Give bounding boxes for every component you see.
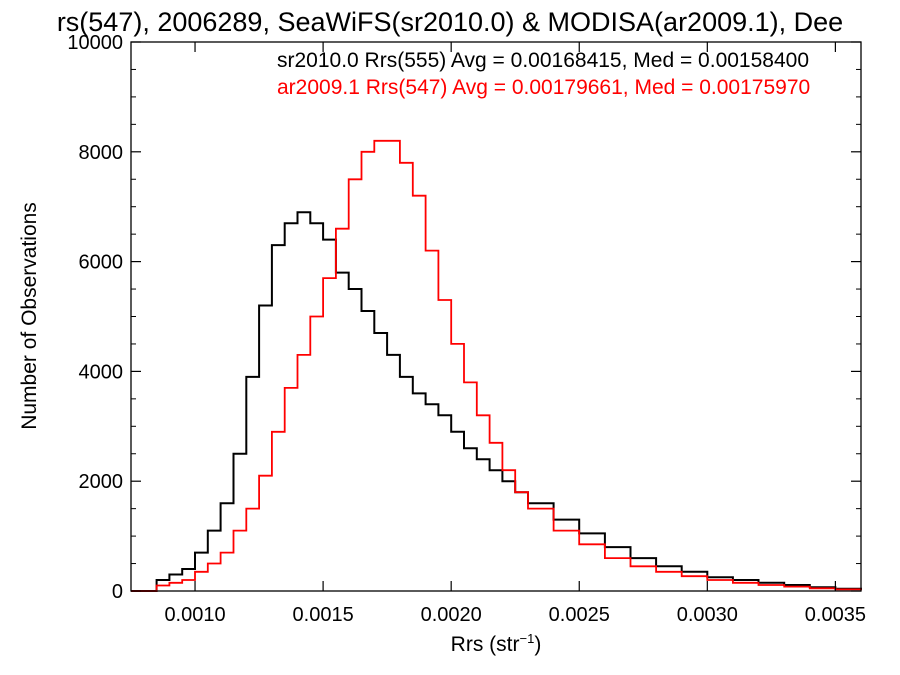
x-tick-label: 0.0030	[677, 604, 738, 626]
legend-entry-sr2010: sr2010.0 Rrs(555) Avg = 0.00168415, Med …	[277, 49, 809, 72]
y-tick-label: 10000	[67, 32, 123, 54]
y-tick-label: 2000	[79, 471, 124, 493]
legend-entry-ar2009: ar2009.1 Rrs(547) Avg = 0.00179661, Med …	[277, 76, 810, 99]
series-layer	[131, 139, 862, 592]
chart-title: rs(547), 2006289, SeaWiFS(sr2010.0) & MO…	[57, 7, 843, 37]
x-axis-label: Rrs (str−1)	[451, 631, 542, 656]
x-axis-label-main: Rrs (str	[451, 633, 520, 656]
y-tick-label: 4000	[79, 361, 124, 383]
x-tick-label: 0.0015	[293, 604, 354, 626]
x-tick-label: 0.0010	[164, 604, 225, 626]
y-tick-label: 0	[112, 581, 123, 603]
y-axis-ticks: 0 2000 4000 6000 8000 10000	[67, 32, 861, 603]
series-line-1	[131, 139, 862, 592]
x-axis-label-end: )	[534, 633, 541, 656]
plot-frame	[130, 41, 862, 592]
y-axis-label: Number of Observations	[18, 202, 41, 430]
plot-area: 0.0010 0.0015 0.0020 0.0025 0.0030 0.0035 0 20…	[67, 32, 866, 626]
y-tick-label: 8000	[79, 142, 124, 164]
x-axis-label-superscript: −1	[520, 631, 535, 646]
x-tick-label: 0.0020	[421, 604, 482, 626]
series-line-0	[131, 211, 862, 592]
x-tick-label: 0.0035	[805, 604, 866, 626]
x-tick-label: 0.0025	[549, 604, 610, 626]
legend: sr2010.0 Rrs(555) Avg = 0.00168415, Med …	[277, 49, 810, 99]
x-axis-ticks: 0.0010 0.0015 0.0020 0.0025 0.0030 0.0035	[164, 42, 866, 626]
y-tick-label: 6000	[79, 252, 124, 274]
